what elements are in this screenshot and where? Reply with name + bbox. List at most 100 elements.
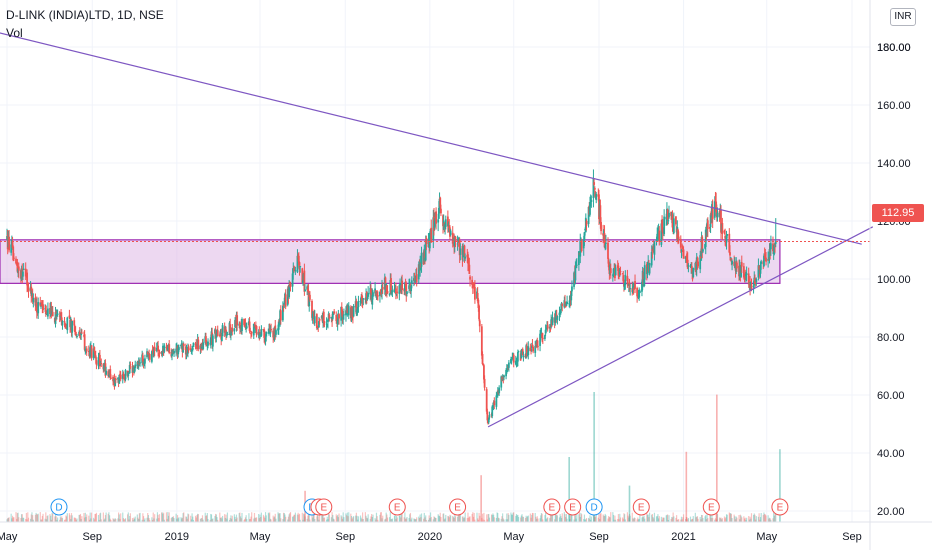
candle-body [726,234,729,236]
volume-bar [114,518,116,522]
candle-body [138,363,141,365]
volume-bar [29,518,32,522]
symbol-title[interactable]: D-LINK (INDIA)LTD, 1D, NSE [6,8,164,22]
volume-bar [11,515,14,522]
volume-bar [258,514,260,522]
volume-bar [287,516,290,522]
candle-body [723,230,726,233]
earnings-marker[interactable]: E [543,498,561,516]
volume-bar [210,513,212,522]
volume-bar [59,516,61,522]
candle-body [245,326,248,328]
volume-bar [551,513,554,522]
volume-bar [486,519,488,522]
x-tick-label: May [0,531,18,543]
earnings-marker[interactable]: E [388,498,406,516]
candle-body [428,232,431,249]
volume-bar [319,512,321,522]
earnings-marker[interactable]: E [702,498,720,516]
earnings-marker[interactable]: E [564,498,582,516]
volume-bar [103,519,105,522]
candle-body [74,331,77,336]
volume-bar [619,513,621,522]
dividend-marker[interactable]: D [50,498,68,516]
volume-bar [432,519,434,522]
volume-bar [445,514,447,522]
volume-bar [129,515,131,522]
volume-bar [760,512,762,522]
volume-bar [26,519,28,522]
candle-body [155,347,158,351]
candle-body [595,193,598,200]
volume-bar [294,514,296,522]
candle-body [124,370,127,380]
candle-body [655,239,658,242]
volume-bar [253,512,256,522]
candle-body [763,255,765,266]
volume-bar [574,515,576,522]
volume-bar [726,514,728,522]
volume-bar [617,514,619,522]
volume-bar [748,516,750,522]
candle-body [638,290,641,293]
volume-bar [600,513,602,522]
volume-bar [168,512,170,522]
volume-bar [328,514,330,522]
volume-bar [398,515,400,522]
volume-bar [254,517,256,522]
volume-bar [773,515,775,522]
candle-body [24,268,27,277]
candle-body [433,220,436,228]
candle-body [205,343,208,345]
candle-body [79,336,82,338]
candle-body [189,348,192,351]
candle-body [769,243,772,250]
event-markers[interactable]: DDEEEEEEDEEE [50,498,789,516]
candle-body [103,365,105,370]
volume-bar [652,517,654,522]
dividend-marker[interactable]: D [585,498,603,516]
candle-body [471,279,474,285]
earnings-marker[interactable]: E [449,498,467,516]
candle-body [255,326,258,335]
volume-bar [76,518,78,522]
volume-bar [195,517,197,522]
currency-button[interactable]: INR [890,8,916,26]
volume-bar [165,512,168,522]
volume-label[interactable]: Vol [6,26,23,40]
volume-bar [167,515,170,522]
volume-bar [658,516,660,522]
volume-bar [46,516,48,522]
volume-bar [643,515,645,522]
volume-bar [529,513,531,522]
candle-body [282,304,285,306]
candle-body [376,292,379,297]
volume-bar [673,516,675,522]
x-tick-label: Sep [335,531,355,543]
volume-bar [403,517,405,522]
volume-bar [146,517,148,522]
volume-bar [685,519,687,522]
earnings-marker[interactable]: E [632,498,650,516]
candle-body [502,376,505,380]
volume-bar [233,514,235,522]
candle-body [632,288,635,290]
volume-bar [65,515,67,522]
candle-body [579,241,582,257]
volume-bar [627,515,629,522]
volume-bar [199,518,202,522]
candle-body [551,317,554,326]
x-tick-label: May [503,531,524,543]
candle-body [31,293,33,297]
earnings-marker[interactable]: E [771,498,789,516]
candle-body [668,212,670,218]
trendlines[interactable] [0,30,874,428]
candle-body [660,223,663,245]
candle-body [8,236,10,251]
volume-bar [695,517,697,522]
volume-bar [497,513,499,522]
earnings-marker[interactable]: E [315,498,333,516]
volume-bar [49,514,51,522]
